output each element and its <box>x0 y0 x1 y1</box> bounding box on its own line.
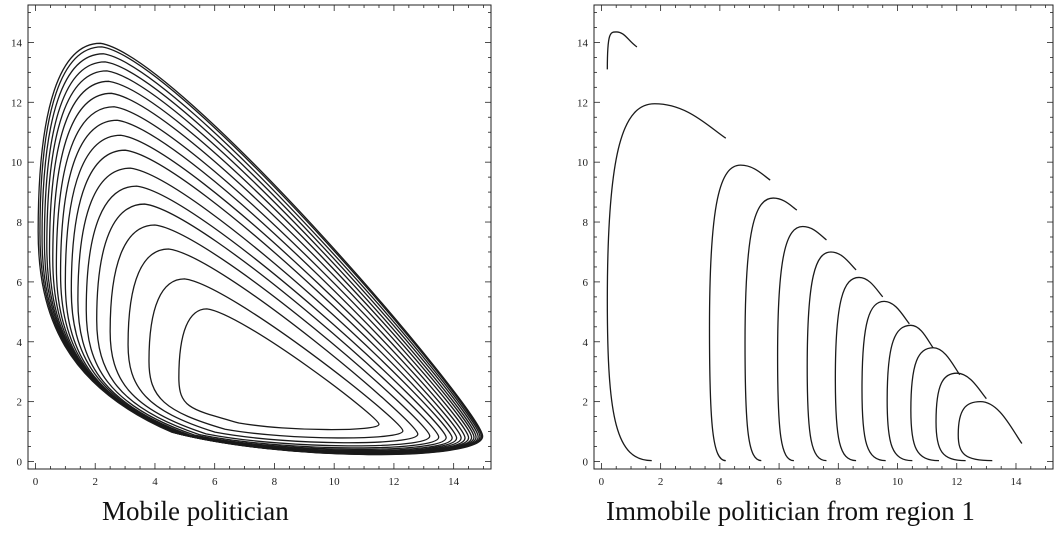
plot-frame <box>27 4 492 470</box>
x-tick-label: 8 <box>272 476 278 488</box>
contour-curve <box>935 372 987 462</box>
contour-lines <box>606 31 1023 462</box>
x-tick-label: 2 <box>92 476 98 488</box>
x-tick-label: 10 <box>892 476 904 488</box>
contour-curve <box>109 224 431 447</box>
contour-curve <box>886 324 934 462</box>
y-tick-label: 0 <box>17 457 23 469</box>
y-tick-label: 12 <box>11 97 22 109</box>
immobile-politician-plot: 0 2 4 6 8 10 12 14 0 2 4 6 8 10 12 14 <box>577 4 1054 488</box>
y-tick-label: 10 <box>577 157 589 169</box>
x-tick-label: 10 <box>329 476 341 488</box>
x-tick-label: 4 <box>717 476 723 488</box>
x-tick-label: 6 <box>212 476 218 488</box>
axis-ticks <box>28 5 491 469</box>
contour-curve <box>606 31 638 70</box>
y-tick-label: 8 <box>583 217 589 229</box>
y-tick-label: 2 <box>583 397 589 409</box>
y-tick-label: 4 <box>583 337 589 349</box>
contour-curve <box>77 167 453 452</box>
y-tick-label: 0 <box>583 457 589 469</box>
x-tick-label: 0 <box>599 476 605 488</box>
axis-ticks <box>594 5 1053 469</box>
contour-curve <box>806 251 857 462</box>
y-tick-label: 8 <box>17 217 23 229</box>
contour-curve <box>861 300 910 462</box>
x-tick-label: 14 <box>448 476 460 488</box>
contour-curve <box>127 248 419 444</box>
y-tick-label: 4 <box>17 337 23 349</box>
y-tick-label: 6 <box>583 277 589 289</box>
y-tick-label: 14 <box>577 37 589 49</box>
y-tick-label: 6 <box>17 277 23 289</box>
contour-curve <box>744 197 798 462</box>
mobile-politician-plot: 0 2 4 6 8 10 12 14 0 2 4 6 8 10 12 14 <box>11 4 492 488</box>
y-tick-label: 12 <box>577 97 588 109</box>
contour-curve <box>148 278 404 439</box>
y-tick-label: 10 <box>11 157 23 169</box>
contour-lines <box>37 42 484 456</box>
contour-curve <box>910 347 961 462</box>
contour-curve <box>178 308 380 431</box>
x-tick-label: 6 <box>776 476 782 488</box>
x-tick-label: 2 <box>658 476 664 488</box>
caption-mobile-politician: Mobile politician <box>102 496 289 526</box>
contour-curve <box>708 164 771 462</box>
contour-curve <box>70 149 458 453</box>
contour-curve <box>834 276 884 462</box>
x-tick-label: 4 <box>152 476 158 488</box>
y-tick-label: 2 <box>17 397 23 409</box>
contour-curve <box>37 42 484 456</box>
contour-curve <box>957 400 1023 462</box>
x-tick-label: 8 <box>836 476 842 488</box>
contour-curve <box>606 103 727 462</box>
x-tick-label: 14 <box>1010 476 1022 488</box>
contour-curve <box>776 225 827 462</box>
contour-curve <box>96 203 440 449</box>
caption-immobile-politician: Immobile politician from region 1 <box>606 496 975 526</box>
x-tick-label: 12 <box>388 476 399 488</box>
contour-curve <box>85 185 447 451</box>
x-tick-label: 12 <box>951 476 962 488</box>
x-tick-label: 0 <box>33 476 39 488</box>
y-tick-label: 14 <box>11 37 23 49</box>
